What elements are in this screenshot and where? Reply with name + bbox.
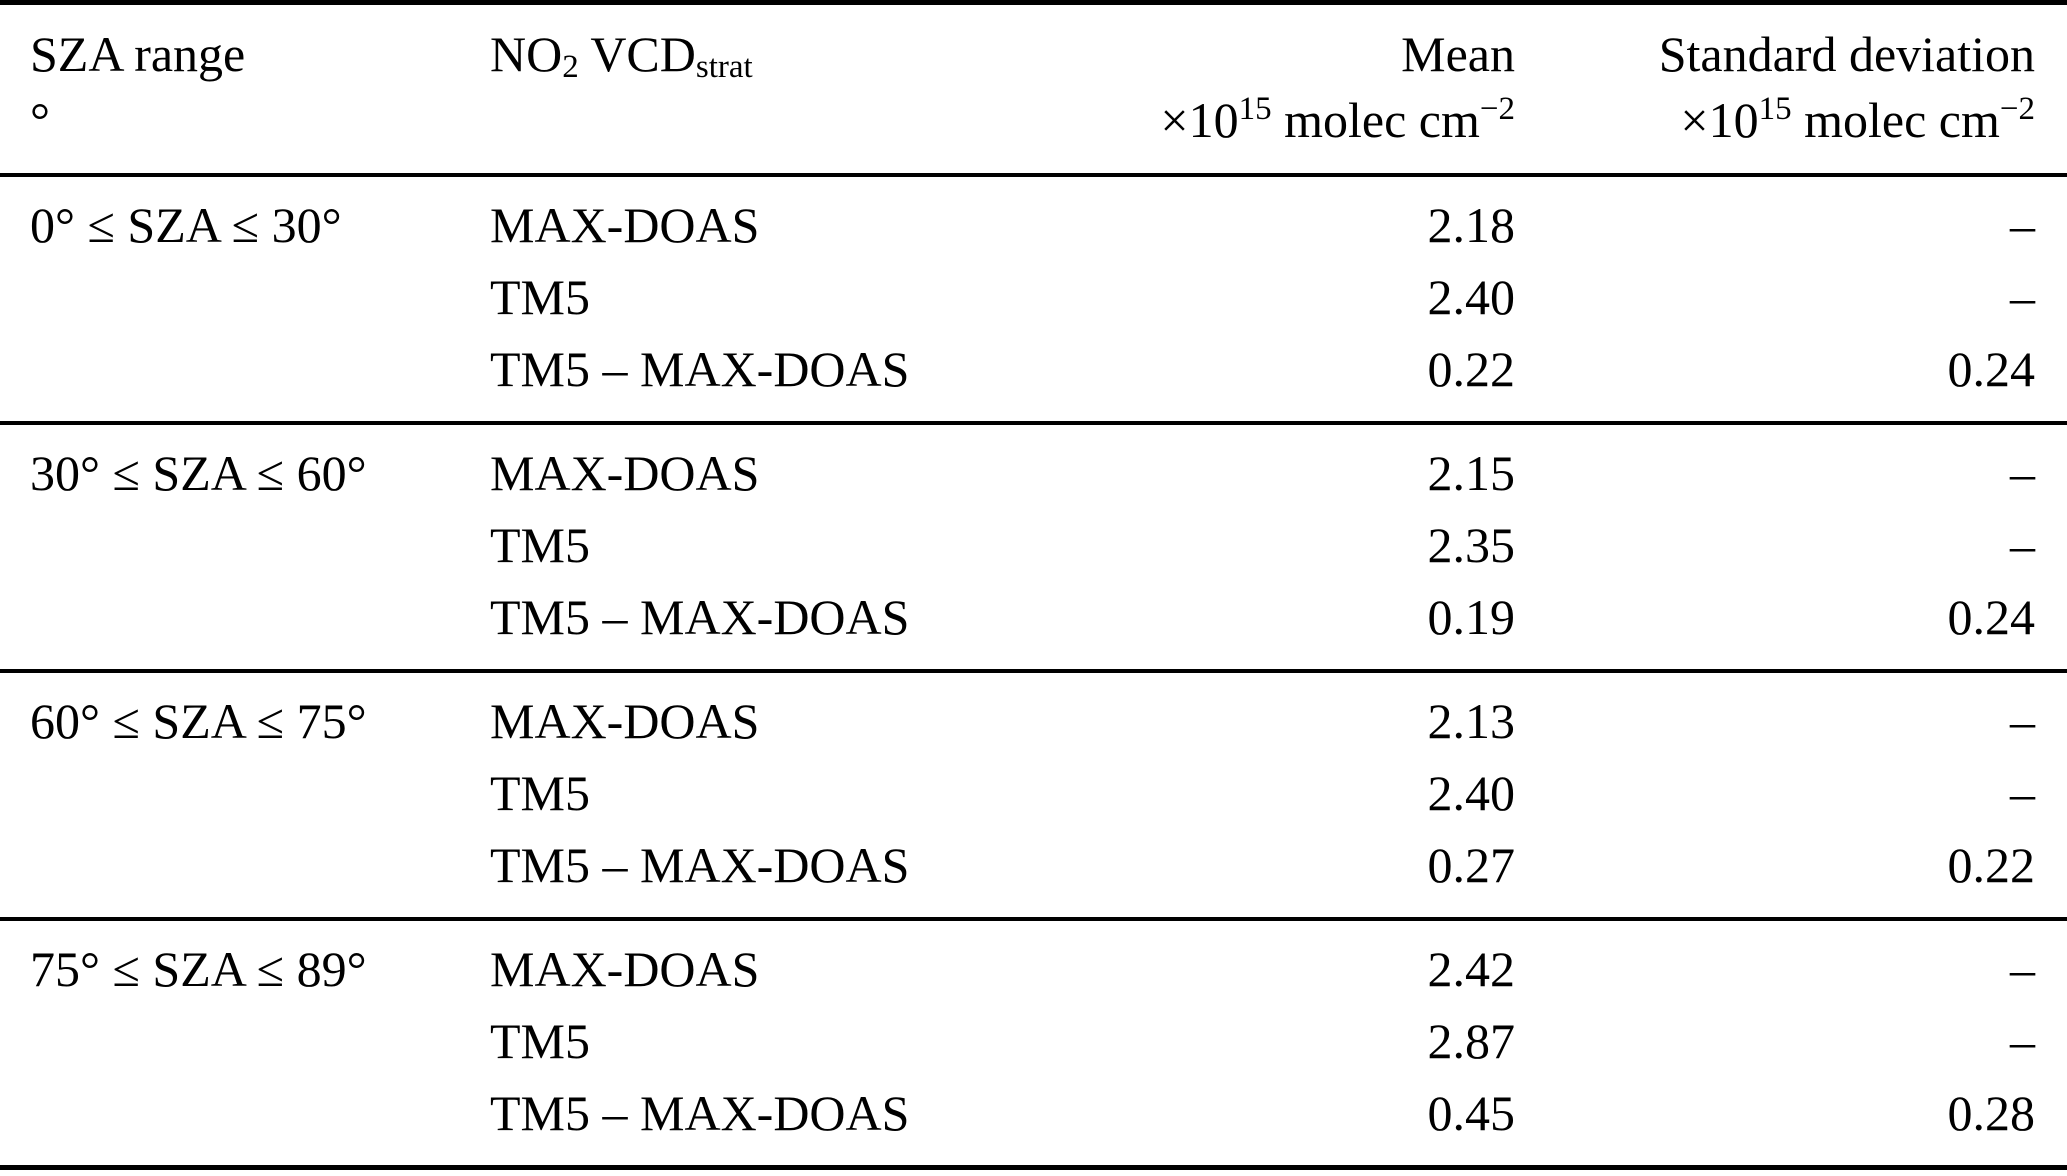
std-cell: 0.24 xyxy=(1515,581,2067,673)
std-cell: – xyxy=(2010,1013,2035,1069)
dataset-cell: TM5 – MAX-DOAS xyxy=(490,333,960,425)
std-cell: – xyxy=(2010,941,2035,997)
header-sza-range-label: SZA range xyxy=(30,26,246,82)
mean-cell: 2.35 xyxy=(1427,517,1516,573)
std-cell: – xyxy=(2010,445,2035,501)
mean-unit-molec: molec cm xyxy=(1271,92,1480,148)
dataset-cell: MAX-DOAS xyxy=(490,941,760,997)
mean-cell: 2.42 xyxy=(1427,941,1516,997)
sza-range-cell-empty xyxy=(0,509,490,581)
std-cell: – xyxy=(2010,269,2035,325)
std-cell: 0.24 xyxy=(1515,333,2067,425)
dataset-cell: TM5 xyxy=(490,1013,590,1069)
mean-cell: 2.40 xyxy=(1427,269,1516,325)
header-no2-vcd: NO2 VCDstrat xyxy=(490,2,960,177)
mean-cell: 0.27 xyxy=(960,829,1515,921)
table-row: 30° ≤ SZA ≤ 60° MAX-DOAS 2.15 – xyxy=(0,423,2067,509)
header-mean-label: Mean xyxy=(1401,26,1515,82)
std-cell: 0.22 xyxy=(1515,829,2067,921)
no2-subscript: 2 xyxy=(562,48,579,85)
mean-cell: 2.18 xyxy=(1427,197,1516,253)
std-unit-times: ×10 xyxy=(1680,92,1759,148)
table-header-row: SZA range ° NO2 VCDstrat Mean ×1015 mole… xyxy=(0,2,2067,177)
header-std-unit: ×1015 molec cm−2 xyxy=(1515,87,2035,153)
dataset-cell: TM5 – MAX-DOAS xyxy=(490,829,960,921)
vcd-text: VCD xyxy=(578,26,696,82)
sza-range-cell: 75° ≤ SZA ≤ 89° xyxy=(30,941,367,997)
mean-cell: 0.45 xyxy=(960,1077,1515,1170)
no2-text: NO xyxy=(490,26,563,82)
mean-cell: 2.15 xyxy=(1427,445,1516,501)
dataset-cell: TM5 – MAX-DOAS xyxy=(490,581,960,673)
std-unit-molec: molec cm xyxy=(1791,92,2000,148)
std-unit-cm-exponent: −2 xyxy=(1999,90,2035,127)
dataset-cell: TM5 xyxy=(490,269,590,325)
header-std-deviation: Standard deviation ×1015 molec cm−2 xyxy=(1515,2,2067,177)
table-row: 60° ≤ SZA ≤ 75° MAX-DOAS 2.13 – xyxy=(0,671,2067,757)
mean-cell: 0.19 xyxy=(960,581,1515,673)
dataset-cell: MAX-DOAS xyxy=(490,693,760,749)
sza-range-cell-empty xyxy=(0,757,490,829)
table-row: TM5 – MAX-DOAS 0.45 0.28 xyxy=(0,1077,2067,1170)
sza-range-cell-empty xyxy=(0,829,490,921)
mean-cell: 0.22 xyxy=(960,333,1515,425)
mean-cell: 2.40 xyxy=(1427,765,1516,821)
sza-range-cell: 30° ≤ SZA ≤ 60° xyxy=(30,445,367,501)
header-no2-vcd-label: NO2 VCDstrat xyxy=(490,21,960,87)
dataset-cell: TM5 xyxy=(490,517,590,573)
sza-range-cell-empty xyxy=(0,1077,490,1170)
vcd-subscript: strat xyxy=(695,48,753,85)
table-row: TM5 – MAX-DOAS 0.19 0.24 xyxy=(0,581,2067,673)
sza-range-cell-empty xyxy=(0,1005,490,1077)
std-cell: – xyxy=(2010,693,2035,749)
table-row: TM5 – MAX-DOAS 0.22 0.24 xyxy=(0,333,2067,425)
sza-range-cell: 60° ≤ SZA ≤ 75° xyxy=(30,693,367,749)
mean-cell: 2.87 xyxy=(1427,1013,1516,1069)
header-sza-range: SZA range ° xyxy=(0,2,490,177)
table-row: TM5 2.35 – xyxy=(0,509,2067,581)
dataset-cell: TM5 xyxy=(490,765,590,821)
std-cell: – xyxy=(2010,197,2035,253)
mean-unit-cm-exponent: −2 xyxy=(1479,90,1515,127)
header-sza-range-unit: ° xyxy=(30,92,50,148)
sza-range-cell-empty xyxy=(0,333,490,425)
sza-range-cell-empty xyxy=(0,581,490,673)
header-mean-unit: ×1015 molec cm−2 xyxy=(960,87,1515,153)
header-std-label: Standard deviation xyxy=(1658,26,2035,82)
std-cell: – xyxy=(2010,517,2035,573)
mean-unit-times: ×10 xyxy=(1160,92,1239,148)
dataset-cell: TM5 – MAX-DOAS xyxy=(490,1077,960,1170)
std-unit-exponent: 15 xyxy=(1758,90,1792,127)
dataset-cell: MAX-DOAS xyxy=(490,445,760,501)
sza-range-cell: 0° ≤ SZA ≤ 30° xyxy=(30,197,342,253)
table-row: 75° ≤ SZA ≤ 89° MAX-DOAS 2.42 – xyxy=(0,919,2067,1005)
mean-unit-exponent: 15 xyxy=(1238,90,1272,127)
std-cell: – xyxy=(2010,765,2035,821)
table-row: 0° ≤ SZA ≤ 30° MAX-DOAS 2.18 – xyxy=(0,175,2067,261)
std-cell: 0.28 xyxy=(1515,1077,2067,1170)
mean-cell: 2.13 xyxy=(1427,693,1516,749)
header-mean: Mean ×1015 molec cm−2 xyxy=(960,2,1515,177)
table-row: TM5 2.40 – xyxy=(0,757,2067,829)
dataset-cell: MAX-DOAS xyxy=(490,197,760,253)
sza-range-cell-empty xyxy=(0,261,490,333)
table-row: TM5 2.40 – xyxy=(0,261,2067,333)
table-row: TM5 2.87 – xyxy=(0,1005,2067,1077)
table-row: TM5 – MAX-DOAS 0.27 0.22 xyxy=(0,829,2067,921)
